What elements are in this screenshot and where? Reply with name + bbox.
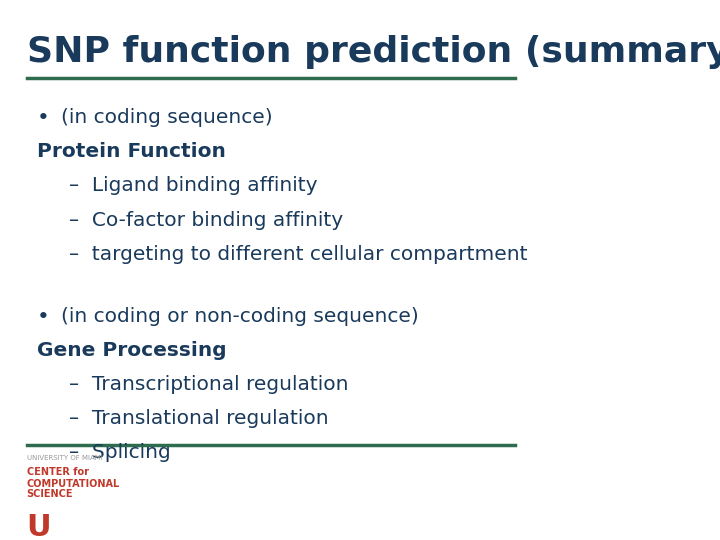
Text: –  Splicing: – Splicing bbox=[69, 443, 171, 462]
Text: COMPUTATIONAL: COMPUTATIONAL bbox=[27, 479, 120, 489]
Text: CENTER for: CENTER for bbox=[27, 468, 89, 477]
Text: –  Co-factor binding affinity: – Co-factor binding affinity bbox=[69, 211, 343, 229]
Text: (in coding sequence): (in coding sequence) bbox=[61, 108, 273, 127]
Text: –  Translational regulation: – Translational regulation bbox=[69, 409, 328, 428]
Text: Gene Processing: Gene Processing bbox=[37, 341, 227, 360]
Text: –  targeting to different cellular compartment: – targeting to different cellular compar… bbox=[69, 245, 528, 264]
Text: (in coding or non-coding sequence): (in coding or non-coding sequence) bbox=[61, 307, 419, 326]
Text: UNIVERSITY OF MIAMI: UNIVERSITY OF MIAMI bbox=[27, 455, 102, 461]
Text: Protein Function: Protein Function bbox=[37, 142, 226, 161]
Text: SCIENCE: SCIENCE bbox=[27, 489, 73, 499]
Text: –  Ligand binding affinity: – Ligand binding affinity bbox=[69, 177, 318, 195]
Text: –  Transcriptional regulation: – Transcriptional regulation bbox=[69, 375, 348, 394]
Text: SNP function prediction (summary): SNP function prediction (summary) bbox=[27, 35, 720, 69]
Text: •: • bbox=[37, 307, 50, 327]
Text: U: U bbox=[27, 513, 51, 540]
Text: •: • bbox=[37, 108, 50, 128]
